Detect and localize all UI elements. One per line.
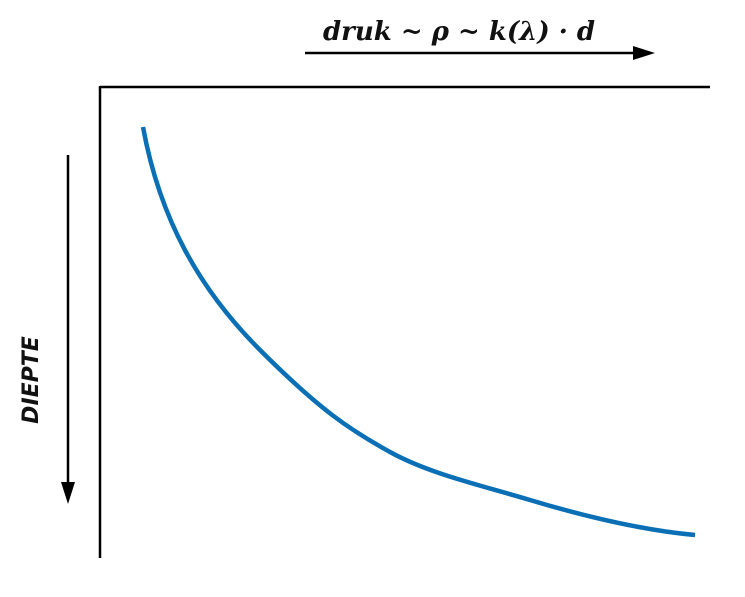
y-axis-label: DIEPTE (19, 336, 44, 424)
axes (98, 85, 710, 558)
pressure-depth-curve (140, 126, 696, 538)
x-axis-label: druk ~ ρ ~ k(λ) · d (323, 17, 595, 47)
x-direction-arrow (305, 46, 655, 60)
depth-arrow (61, 155, 75, 504)
